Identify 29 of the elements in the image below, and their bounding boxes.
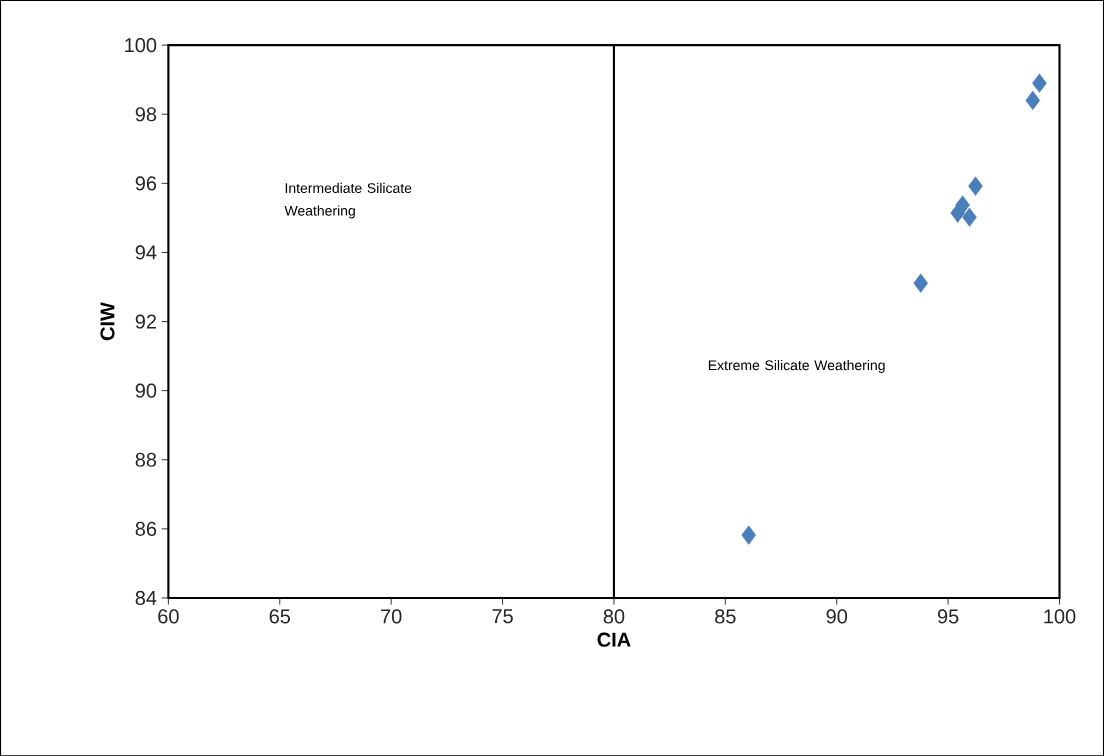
x-tick-label: 85 [715, 609, 736, 624]
x-tick-label: 65 [269, 609, 291, 624]
y-tick-label: 96 [135, 176, 157, 191]
y-axis-title: CIW [100, 302, 115, 340]
y-tick-label: 86 [135, 521, 157, 536]
x-tick-label: 60 [158, 609, 179, 624]
y-tick-label: 88 [135, 452, 157, 467]
x-tick-label: 75 [492, 609, 513, 624]
x-tick-label: 90 [826, 609, 848, 624]
point [1032, 73, 1047, 93]
y-tick-label: 100 [125, 37, 157, 53]
annotation: Extreme Silicate Weathering [708, 359, 885, 373]
annotation: Intermediate Silicate Weathering [284, 182, 412, 219]
point [968, 176, 983, 196]
y-tick-label: 98 [135, 107, 157, 122]
x-tick-label: 70 [381, 609, 402, 624]
y-tick-label: 84 [135, 590, 157, 605]
x-axis-title: CIA [597, 632, 631, 647]
y-tick-label: 90 [135, 383, 157, 398]
x-tick-label: 95 [937, 609, 959, 624]
y-tick-label: 94 [135, 245, 157, 260]
y-tick-label: 92 [135, 314, 157, 329]
x-tick-label: 100 [1044, 609, 1076, 624]
point [1025, 90, 1041, 110]
point [962, 207, 977, 227]
x-tick-label: 80 [603, 609, 625, 624]
point [913, 273, 928, 293]
point [741, 525, 756, 545]
point [950, 203, 965, 223]
